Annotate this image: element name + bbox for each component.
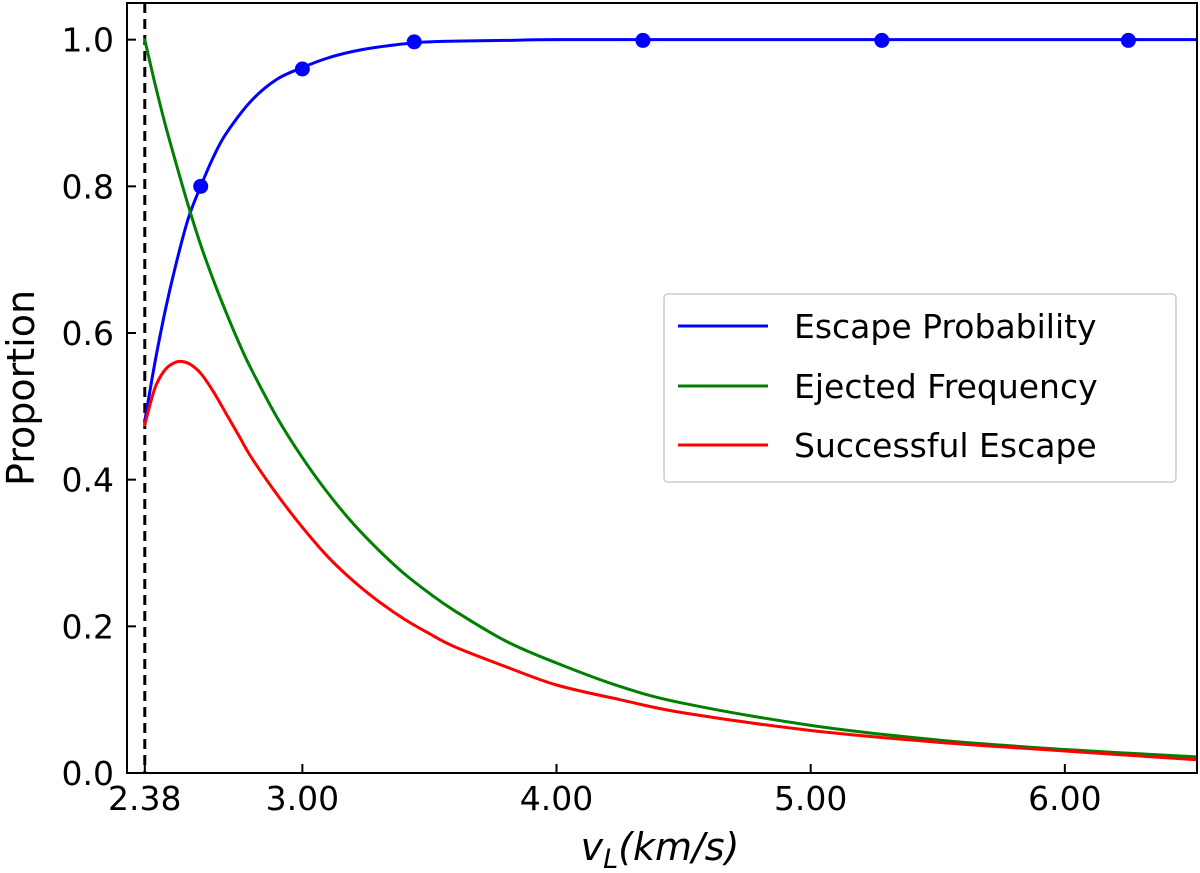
axes-frame — [126, 2, 1198, 774]
plot-area — [143, 3, 1197, 773]
data-point-escape-probability-5 — [1120, 32, 1136, 48]
legend: Escape Probability Ejected Frequency Suc… — [663, 293, 1177, 483]
series-line-escape-probability — [143, 38, 1197, 423]
y-tick-label-3: 0.6 — [62, 314, 114, 353]
x-tick-label-2: 4.00 — [520, 779, 593, 818]
x-axis-label-rest: (km/s) — [618, 825, 739, 869]
axes: 2.38 3.00 4.00 5.00 6.00 0.0 0.2 0.4 0.6 0.8 1.0 — [62, 2, 1198, 818]
y-tick-label-2: 0.4 — [62, 461, 114, 500]
y-tick-label-0: 0.0 — [62, 754, 114, 793]
x-axis-label: vL(km/s) — [581, 825, 740, 873]
y-axis-label: Proportion — [0, 290, 43, 486]
x-axis-label-sub: L — [603, 844, 618, 873]
y-tick-label-4: 0.8 — [62, 167, 114, 206]
data-point-escape-probability-2 — [406, 34, 422, 50]
data-point-escape-probability-4 — [874, 32, 890, 48]
legend-label-escape-probability: Escape Probability — [794, 307, 1097, 346]
data-point-escape-probability-0 — [193, 178, 209, 194]
series-line-ejected-frequency — [143, 38, 1197, 759]
data-point-escape-probability-3 — [635, 32, 651, 48]
x-axis-label-main: v — [581, 825, 604, 869]
legend-box — [663, 293, 1177, 483]
y-tick-label-5: 1.0 — [62, 21, 114, 60]
x-tick-label-0: 2.38 — [108, 779, 181, 818]
legend-label-ejected-frequency: Ejected Frequency — [794, 367, 1098, 406]
series-line-successful-escape — [143, 359, 1197, 762]
series-group — [143, 3, 1197, 773]
legend-label-successful-escape: Successful Escape — [794, 426, 1097, 465]
x-tick-label-4: 6.00 — [1028, 779, 1101, 818]
data-point-escape-probability-1 — [294, 61, 310, 77]
x-tick-label-3: 5.00 — [774, 779, 847, 818]
x-tick-label-1: 3.00 — [266, 779, 339, 818]
y-tick-label-1: 0.2 — [62, 607, 114, 646]
